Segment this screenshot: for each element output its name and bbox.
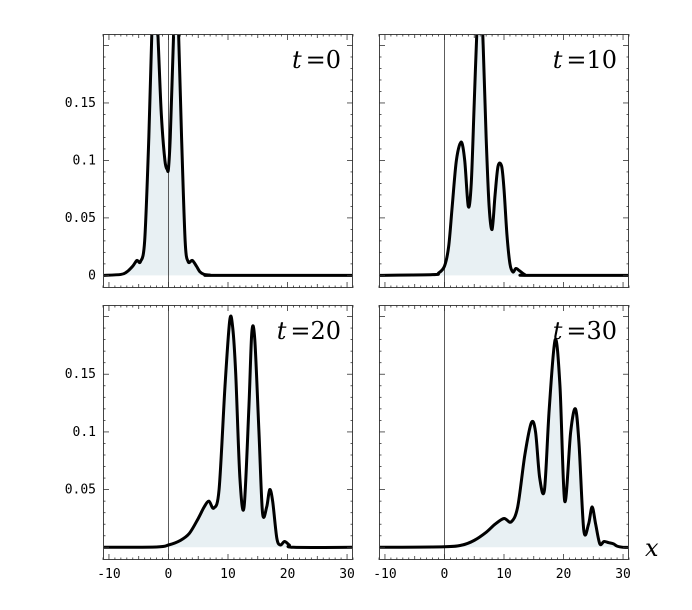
y-tick-label: 0.1: [73, 425, 96, 440]
x-tick-label: 10: [220, 567, 236, 582]
density-area: [103, 316, 353, 548]
title-variable: t: [553, 317, 563, 345]
plot-area: [103, 34, 353, 288]
y-tick-label: 0.05: [65, 483, 96, 498]
panel-title: t =0: [292, 46, 341, 74]
plot-area: [103, 305, 353, 560]
x-tick-label: 0: [441, 567, 449, 582]
x-tick-label: -10: [373, 567, 396, 582]
x-tick-label: 20: [280, 567, 296, 582]
plot-area: [379, 305, 629, 560]
title-value: =0: [306, 46, 341, 74]
x-tick-label: 30: [615, 567, 631, 582]
title-value: =30: [566, 317, 617, 345]
panel-title: t =20: [277, 317, 341, 345]
x-axis-label: x: [645, 534, 659, 562]
y-tick-label: 0.1: [73, 153, 96, 168]
y-tick-label: 0.05: [65, 211, 96, 226]
density-area: [103, 34, 353, 276]
title-variable: t: [277, 317, 287, 345]
density-curve: [103, 34, 353, 277]
density-curve: [379, 34, 629, 277]
title-variable: t: [553, 46, 563, 74]
panel-title: t =30: [553, 317, 617, 345]
panel-3: 0.05 0.1 0.15 -10 0 10 20 30 t =20: [65, 305, 355, 582]
y-tick-label: 0.15: [65, 367, 96, 382]
panel-2: t =10: [378, 34, 630, 288]
x-tick-label: -10: [97, 567, 120, 582]
y-tick-label: 0: [88, 268, 96, 283]
density-area: [379, 34, 629, 276]
density-curve: [379, 337, 629, 549]
x-tick-label: 20: [556, 567, 572, 582]
x-tick-label: 0: [165, 567, 173, 582]
panel-4: -10 0 10 20 30 t =30 x: [373, 305, 659, 582]
x-tick-label: 30: [339, 567, 355, 582]
panel-1: 0 0.05 0.1 0.15 t =0: [65, 34, 354, 288]
y-tick-label: 0.15: [65, 96, 96, 111]
x-tick-label: 10: [496, 567, 512, 582]
title-variable: t: [292, 46, 302, 74]
density-curve: [103, 314, 353, 549]
title-value: =20: [290, 317, 341, 345]
plot-area: [379, 34, 629, 288]
panel-title: t =10: [553, 46, 617, 74]
title-value: =10: [566, 46, 617, 74]
